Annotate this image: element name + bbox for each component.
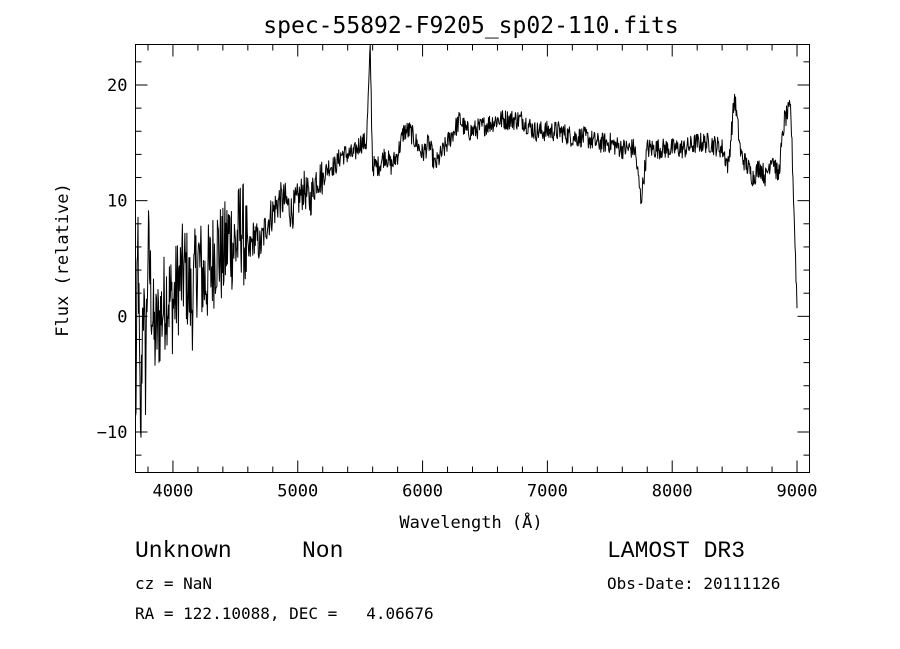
x-tick-label: 4000 [152,482,193,502]
x-axis-label: Wavelength (Å) [399,511,542,533]
x-tick-label: 7000 [527,482,568,502]
cz-value: cz = NaN [135,574,213,593]
survey-label: LAMOST DR3 [607,538,746,564]
y-tick-labels: −10 0 10 20 [97,76,128,443]
x-tick-labels: 4000 5000 6000 7000 8000 9000 [152,482,817,502]
y-tick-label: −10 [97,423,128,443]
x-tick-label: 9000 [777,482,818,502]
x-tick-label: 8000 [652,482,693,502]
chart-title: spec-55892-F9205_sp02-110.fits [263,13,678,39]
axis-ticks [135,44,810,473]
plot-frame [135,44,810,473]
x-tick-label: 6000 [402,482,443,502]
coordinates: RA = 122.10088, DEC = 4.06676 [135,604,434,623]
spectrum-line [135,44,798,438]
y-tick-label: 0 [117,307,127,327]
y-tick-label: 20 [107,76,127,96]
y-axis-label: Flux (relative) [53,183,73,337]
y-tick-label: 10 [107,192,127,212]
obs-date: Obs-Date: 20111126 [607,574,781,593]
x-tick-label: 5000 [277,482,318,502]
object-subclass: Non [302,538,344,564]
object-class: Unknown [135,538,232,564]
